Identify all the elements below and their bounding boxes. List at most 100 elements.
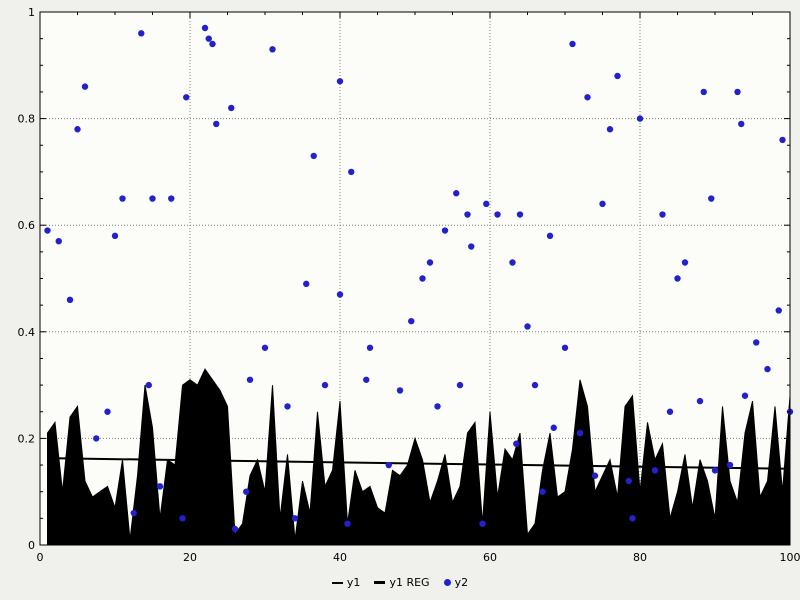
scatter-point-y2 xyxy=(599,200,606,208)
scatter-point-y2 xyxy=(156,483,164,490)
scatter-point-y2 xyxy=(168,195,175,202)
scatter-point-y2 xyxy=(453,190,460,197)
scatter-point-y2 xyxy=(591,472,599,479)
scatter-point-y2 xyxy=(310,152,317,160)
y-tick-label: 0.2 xyxy=(18,432,36,445)
scatter-point-y2 xyxy=(708,195,715,202)
scatter-point-y2 xyxy=(426,259,434,266)
scatter-point-y2 xyxy=(348,168,355,176)
x-tick-label: 40 xyxy=(333,551,347,564)
scatter-point-y2 xyxy=(516,211,524,218)
x-tick-label: 100 xyxy=(780,551,800,564)
scatter-point-y2 xyxy=(659,211,666,218)
scatter-point-y2 xyxy=(104,408,111,415)
y-tick-label: 0.6 xyxy=(18,219,36,232)
scatter-point-y2 xyxy=(726,461,734,469)
x-tick-label: 80 xyxy=(633,551,647,564)
scatter-point-y2 xyxy=(303,280,310,288)
scatter-point-y2 xyxy=(291,515,299,522)
scatter-point-y2 xyxy=(636,115,644,122)
y-tick-label: 0.8 xyxy=(18,113,36,126)
x-tick-label: 60 xyxy=(483,551,497,564)
scatter-point-y2 xyxy=(44,227,51,234)
scatter-point-y2 xyxy=(753,339,760,346)
legend-item-y1: y1 xyxy=(331,576,361,589)
y1-line-marker-icon xyxy=(331,581,343,584)
x-tick-label: 0 xyxy=(37,551,44,564)
scatter-point-y2 xyxy=(130,509,137,517)
regression-line-y1 xyxy=(47,457,791,470)
scatter-point-y2 xyxy=(419,275,426,282)
scatter-point-y2 xyxy=(734,88,741,96)
scatter-point-y2 xyxy=(666,408,674,415)
scatter-point-y2 xyxy=(246,376,254,383)
scatter-point-y2 xyxy=(145,381,152,389)
scatter-point-y2 xyxy=(336,291,344,298)
scatter-point-y2 xyxy=(408,317,415,325)
scatter-point-y2 xyxy=(269,46,276,53)
scatter-point-y2 xyxy=(509,259,516,266)
scatter-point-y2 xyxy=(396,387,404,394)
scatter-point-y2 xyxy=(625,477,632,485)
scatter-point-y2 xyxy=(606,126,614,133)
x-tick-label: 20 xyxy=(183,551,197,564)
legend-label-y1: y1 xyxy=(346,576,361,589)
scatter-point-y2 xyxy=(228,104,235,112)
scatter-point-y2 xyxy=(149,195,156,202)
scatter-point-y2 xyxy=(231,525,239,533)
scatter-point-y2 xyxy=(205,35,212,42)
scatter-point-y2 xyxy=(111,232,119,240)
scatter-point-y2 xyxy=(711,467,719,474)
scatter-point-y2 xyxy=(546,232,554,240)
scatter-point-y2 xyxy=(55,237,62,245)
scatter-point-y2 xyxy=(179,515,186,522)
y-tick-label: 0 xyxy=(28,539,35,552)
scatter-point-y2 xyxy=(321,381,329,389)
legend-label-y1-reg: y1 REG xyxy=(389,576,430,589)
chart-legend: y1 y1 REG y2 xyxy=(0,565,800,600)
y-tick-label: 1 xyxy=(28,6,35,19)
scatter-point-y2 xyxy=(483,200,490,208)
scatter-point-y2 xyxy=(138,30,145,37)
scatter-point-y2 xyxy=(261,344,269,351)
scatter-point-y2 xyxy=(513,440,520,447)
scatter-point-y2 xyxy=(201,24,209,32)
scatter-point-y2 xyxy=(385,461,392,469)
scatter-point-y2 xyxy=(74,126,81,133)
scatter-point-y2 xyxy=(119,195,126,202)
scatter-point-y2 xyxy=(576,429,584,437)
scatter-point-y2 xyxy=(209,40,216,48)
scatter-point-y2 xyxy=(434,403,441,410)
scatter-point-y2 xyxy=(284,403,291,410)
scatter-point-y2 xyxy=(741,392,749,399)
scatter-point-y2 xyxy=(764,365,771,373)
scatter-point-y2 xyxy=(738,120,745,128)
scatter-point-y2 xyxy=(336,78,344,85)
y2-dot-marker-icon xyxy=(443,579,451,586)
scatter-point-y2 xyxy=(66,296,74,304)
scatter-point-y2 xyxy=(464,211,471,218)
scatter-point-y2 xyxy=(93,435,100,442)
scatter-point-y2 xyxy=(674,275,681,282)
y1-reg-line-marker-icon xyxy=(374,581,386,584)
legend-label-y2: y2 xyxy=(454,576,469,589)
scatter-point-y2 xyxy=(494,211,501,218)
scatter-point-y2 xyxy=(775,307,782,314)
scatter-point-y2 xyxy=(779,136,786,144)
scatter-point-y2 xyxy=(681,259,689,266)
legend-item-y1-reg: y1 REG xyxy=(374,576,430,589)
scatter-point-y2 xyxy=(468,243,475,250)
scatter-point-y2 xyxy=(614,72,621,80)
y-tick-label: 0.4 xyxy=(18,326,36,339)
scatter-point-y2 xyxy=(183,94,190,101)
legend-item-y2: y2 xyxy=(443,576,469,589)
scatter-point-y2 xyxy=(696,397,704,405)
scatter-point-y2 xyxy=(531,381,539,389)
scatter-point-y2 xyxy=(344,520,351,527)
scatter-point-y2 xyxy=(363,376,370,383)
scatter-point-y2 xyxy=(479,520,486,527)
scatter-point-y2 xyxy=(700,88,707,96)
scatter-point-y2 xyxy=(366,344,374,351)
scatter-point-y2 xyxy=(524,323,531,330)
